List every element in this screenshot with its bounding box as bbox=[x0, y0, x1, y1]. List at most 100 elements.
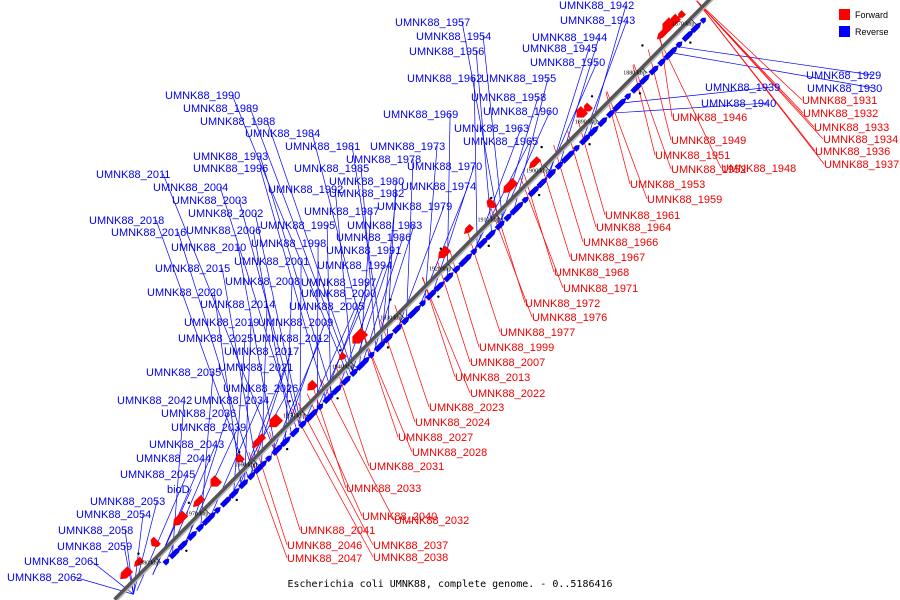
gene-label[interactable]: UMNK88_1959 bbox=[647, 194, 722, 206]
gene-label[interactable]: UMNK88_1976 bbox=[532, 312, 607, 324]
gene-label[interactable]: UMNK88_1980 bbox=[329, 176, 404, 188]
gene-label[interactable]: UMNK88_1936 bbox=[815, 146, 890, 158]
gene-label[interactable]: UMNK88_2040 bbox=[362, 511, 437, 523]
gene-label[interactable]: UMNK88_1966 bbox=[583, 237, 658, 249]
gene-label[interactable]: UMNK88_1995 bbox=[260, 220, 335, 232]
gene-label[interactable]: UMNK88_2019 bbox=[184, 317, 259, 329]
gene-feature[interactable] bbox=[576, 105, 589, 118]
gene-label[interactable]: UMNK88_1992 bbox=[268, 184, 343, 196]
gene-feature[interactable] bbox=[210, 474, 223, 487]
gene-feature[interactable] bbox=[195, 522, 205, 533]
gene-label[interactable]: UMNK88_2003 bbox=[172, 195, 247, 207]
gene-feature[interactable] bbox=[349, 367, 359, 378]
gene-label[interactable]: UMNK88_2035 bbox=[146, 367, 221, 379]
gene-label[interactable]: UMNK88_1965 bbox=[463, 136, 538, 148]
gene-label[interactable]: UMNK88_2002 bbox=[188, 208, 263, 220]
gene-label[interactable]: UMNK88_1961 bbox=[605, 210, 680, 222]
gene-label[interactable]: UMNK88_2058 bbox=[58, 525, 133, 537]
gene-feature[interactable] bbox=[596, 120, 604, 128]
gene-label[interactable]: UMNK88_1986 bbox=[336, 232, 411, 244]
gene-feature[interactable] bbox=[545, 172, 553, 180]
gene-label[interactable]: UMNK88_1960 bbox=[483, 106, 558, 118]
gene-label[interactable]: UMNK88_1991 bbox=[326, 245, 401, 257]
gene-label[interactable]: UMNK88_1994 bbox=[317, 260, 392, 272]
gene-label[interactable]: UMNK88_1971 bbox=[563, 283, 638, 295]
gene-label[interactable]: UMNK88_1982 bbox=[329, 188, 404, 200]
gene-feature[interactable] bbox=[251, 433, 267, 449]
gene-label[interactable]: UMNK88_2046 bbox=[287, 540, 362, 552]
gene-label[interactable]: UMNK88_1968 bbox=[554, 267, 629, 279]
gene-feature[interactable] bbox=[186, 534, 194, 542]
gene-label[interactable]: UMNK88_2021 bbox=[218, 362, 293, 374]
gene-label[interactable]: UMNK88_1944 bbox=[532, 32, 607, 44]
gene-feature[interactable] bbox=[486, 197, 498, 209]
gene-label[interactable]: UMNK88_2031 bbox=[369, 461, 444, 473]
gene-feature[interactable] bbox=[418, 299, 426, 308]
gene-label[interactable]: UMNK88_2001 bbox=[234, 256, 309, 268]
gene-label[interactable]: UMNK88_2007 bbox=[470, 357, 545, 369]
gene-feature[interactable] bbox=[470, 248, 478, 256]
gene-label[interactable]: UMNK88_1952 bbox=[671, 164, 746, 176]
gene-label[interactable]: UMNK88_2008 bbox=[225, 276, 300, 288]
gene-label[interactable]: UMNK88_1954 bbox=[416, 31, 491, 43]
gene-label[interactable]: UMNK88_1939 bbox=[705, 82, 780, 94]
gene-label[interactable]: UMNK88_1951 bbox=[655, 150, 730, 162]
gene-feature[interactable] bbox=[162, 558, 170, 566]
gene-label[interactable]: UMNK88_1997 bbox=[301, 277, 376, 289]
gene-feature[interactable] bbox=[352, 327, 369, 344]
gene-label[interactable]: UMNK88_1937 bbox=[824, 159, 899, 171]
gene-label[interactable]: bioD bbox=[167, 484, 190, 496]
gene-label[interactable]: UMNK88_2017 bbox=[224, 346, 299, 358]
gene-label[interactable]: UMNK88_1967 bbox=[570, 252, 645, 264]
gene-label[interactable]: UMNK88_2061 bbox=[24, 556, 99, 568]
gene-label[interactable]: UMNK88_1940 bbox=[701, 98, 776, 110]
gene-label[interactable]: UMNK88_1993 bbox=[193, 151, 268, 163]
gene-label[interactable]: UMNK88_2039 bbox=[171, 422, 246, 434]
gene-feature[interactable] bbox=[451, 264, 462, 274]
gene-label[interactable]: UMNK88_1979 bbox=[377, 201, 452, 213]
gene-feature[interactable] bbox=[133, 556, 145, 567]
gene-label[interactable]: UMNK88_2032 bbox=[394, 515, 469, 527]
gene-label[interactable]: UMNK88_2013 bbox=[455, 372, 530, 384]
gene-label[interactable]: UMNK88_1930 bbox=[807, 83, 882, 95]
gene-label[interactable]: UMNK88_2034 bbox=[194, 395, 269, 407]
gene-label[interactable]: UMNK88_2044 bbox=[136, 453, 211, 465]
gene-label[interactable]: UMNK88_1984 bbox=[245, 128, 320, 140]
gene-feature[interactable] bbox=[246, 471, 257, 481]
gene-label[interactable]: UMNK88_1964 bbox=[596, 222, 671, 234]
gene-label[interactable]: UMNK88_2059 bbox=[57, 541, 132, 553]
gene-feature[interactable] bbox=[657, 57, 667, 67]
gene-label[interactable]: UMNK88_2006 bbox=[186, 225, 261, 237]
gene-label[interactable]: UMNK88_1974 bbox=[401, 181, 476, 193]
gene-feature[interactable] bbox=[307, 379, 319, 391]
gene-label[interactable]: UMNK88_1956 bbox=[409, 46, 484, 58]
gene-label[interactable]: UMNK88_1987 bbox=[304, 206, 379, 218]
gene-label[interactable]: UMNK88_1973 bbox=[370, 141, 445, 153]
gene-feature[interactable] bbox=[623, 93, 632, 101]
gene-feature[interactable] bbox=[192, 494, 206, 508]
gene-feature[interactable] bbox=[648, 69, 655, 76]
gene-label[interactable]: UMNK88_2018 bbox=[89, 215, 164, 227]
gene-feature[interactable] bbox=[400, 316, 410, 326]
gene-label[interactable]: UMNK88_2025 bbox=[178, 333, 253, 345]
gene-label[interactable]: UMNK88_1977 bbox=[500, 327, 575, 339]
gene-label[interactable]: UMNK88_1949 bbox=[671, 135, 746, 147]
gene-label[interactable]: UMNK88_2009 bbox=[258, 317, 333, 329]
gene-feature[interactable] bbox=[528, 156, 542, 169]
gene-label[interactable]: UMNK88_1970 bbox=[407, 161, 482, 173]
gene-label[interactable]: UMNK88_1989 bbox=[183, 103, 258, 115]
gene-label[interactable]: UMNK88_2004 bbox=[153, 182, 228, 194]
gene-label[interactable]: UMNK88_2038 bbox=[373, 552, 448, 564]
gene-label[interactable]: UMNK88_2043 bbox=[149, 439, 224, 451]
gene-label[interactable]: UMNK88_1955 bbox=[481, 73, 556, 85]
gene-label[interactable]: UMNK88_1999 bbox=[479, 342, 554, 354]
gene-label[interactable]: UMNK88_2024 bbox=[415, 417, 490, 429]
gene-label[interactable]: UMNK88_1981 bbox=[285, 141, 360, 153]
gene-label[interactable]: UMNK88_1931 bbox=[802, 95, 877, 107]
gene-feature[interactable] bbox=[438, 245, 452, 259]
gene-feature[interactable] bbox=[367, 351, 375, 359]
gene-label[interactable]: UMNK88_1988 bbox=[200, 116, 275, 128]
gene-label[interactable]: UMNK88_1978 bbox=[346, 154, 421, 166]
gene-label[interactable]: UMNK88_1932 bbox=[803, 108, 878, 120]
gene-feature[interactable] bbox=[391, 327, 399, 335]
